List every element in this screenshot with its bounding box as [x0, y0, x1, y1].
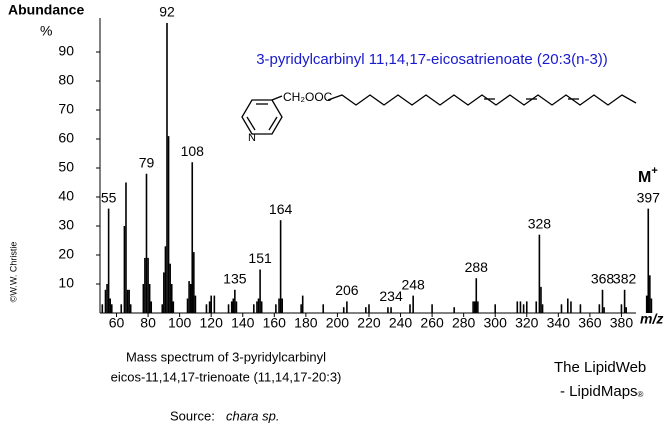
y-tick-label: 70 — [58, 101, 74, 117]
caption-line: eicos-11,14,17-trienoate (11,14,17-20:3) — [111, 369, 342, 384]
x-axis-label: m/z — [640, 311, 663, 327]
x-tick-label: 320 — [515, 315, 539, 331]
x-tick-label: 140 — [231, 315, 255, 331]
x-tick-label: 340 — [547, 315, 571, 331]
y-tick-label: 20 — [58, 246, 74, 262]
y-tick-label: 30 — [58, 217, 74, 233]
structure — [241, 94, 637, 135]
y-tick-label: 40 — [58, 188, 74, 204]
peak-label: 164 — [269, 201, 293, 217]
x-tick-label: 60 — [109, 315, 125, 331]
y-tick-label: 80 — [58, 72, 74, 88]
x-tick-label: 220 — [357, 315, 381, 331]
y-unit: % — [40, 23, 52, 39]
x-tick-label: 300 — [484, 315, 508, 331]
peak-label: 248 — [401, 276, 425, 292]
y-tick-label: 10 — [58, 275, 74, 291]
peak-label: 368 — [591, 271, 615, 287]
peak-label: 234 — [379, 288, 403, 304]
x-tick-label: 280 — [452, 315, 476, 331]
peak-label: 288 — [465, 259, 489, 275]
source-text: chara sp. — [226, 408, 279, 423]
mi-sup: + — [651, 165, 657, 177]
y-axis-label: Abundance — [8, 2, 84, 18]
peak-label: 79 — [139, 155, 155, 171]
peak-label: 206 — [335, 282, 359, 298]
credit: - LipidMaps® — [560, 383, 644, 400]
peak-label: 328 — [528, 215, 552, 231]
chart-title: 3-pyridylcarbinyl 11,14,17-eicosatrienoa… — [256, 51, 608, 68]
x-tick-label: 260 — [420, 315, 444, 331]
x-tick-label: 360 — [578, 315, 602, 331]
structure-group: CH₂OOC — [283, 90, 333, 104]
peak-label: 55 — [101, 189, 117, 205]
caption-line: Mass spectrum of 3-pyridylcarbinyl — [126, 349, 326, 364]
bond — [268, 116, 278, 131]
credit-mark: ® — [638, 390, 644, 399]
ring — [241, 99, 283, 135]
x-tick-label: 180 — [294, 315, 318, 331]
x-tick-label: 80 — [140, 315, 156, 331]
y-tick-label: 60 — [58, 130, 74, 146]
source-label: Source: — [170, 408, 215, 423]
peak-label: 135 — [223, 271, 247, 287]
peak-label: 382 — [613, 271, 637, 287]
x-tick-label: 120 — [200, 315, 224, 331]
x-tick-label: 160 — [263, 315, 287, 331]
x-tick-label: 100 — [168, 315, 192, 331]
peak-label: 108 — [181, 143, 205, 159]
peak-label: 92 — [159, 4, 175, 20]
credit: The LipidWeb — [554, 359, 646, 376]
copyright: ©W.W. Christie — [8, 242, 18, 303]
credit-text: - LipidMaps — [560, 383, 638, 400]
x-tick-label: 200 — [326, 315, 350, 331]
mi-text: M — [638, 169, 651, 186]
bond — [246, 116, 256, 131]
peak-label: 397 — [637, 189, 661, 205]
molecular-ion: M+ — [638, 165, 658, 186]
x-tick-label: 240 — [389, 315, 413, 331]
y-tick-label: 90 — [58, 43, 74, 59]
chain — [327, 94, 637, 106]
bond — [271, 95, 283, 101]
x-tick-label: 380 — [610, 315, 634, 331]
peak-label: 151 — [248, 250, 272, 266]
y-tick-label: 50 — [58, 159, 74, 175]
structure-atom: N — [248, 132, 256, 144]
